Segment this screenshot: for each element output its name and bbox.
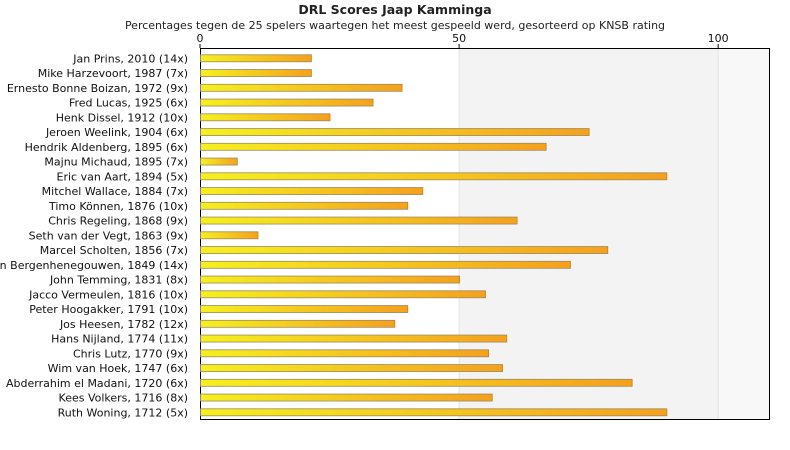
category-label: Mike Harzevoort, 1987 (7x) xyxy=(38,67,188,80)
bar xyxy=(200,113,331,122)
category-label: Abderrahim el Madani, 1720 (6x) xyxy=(6,377,188,390)
bar xyxy=(200,305,409,313)
x-tick-label: 50 xyxy=(452,32,466,45)
band-50-100 xyxy=(459,48,719,420)
x-axis-ticks: 0 50 100 xyxy=(197,32,729,48)
category-label: Jeroen Weelink, 1904 (6x) xyxy=(45,126,188,139)
bar xyxy=(200,378,633,387)
chart-subtitle: Percentages tegen de 25 spelers waartege… xyxy=(124,19,666,32)
bar xyxy=(200,364,504,372)
category-label: Kees Volkers, 1716 (8x) xyxy=(59,392,188,405)
bar xyxy=(200,260,571,269)
bar xyxy=(200,231,259,240)
bar xyxy=(200,201,409,210)
bar xyxy=(200,349,490,358)
category-label: Henk Dissel, 1912 (10x) xyxy=(56,111,188,124)
category-label: Jos Heesen, 1782 (12x) xyxy=(59,318,188,331)
category-label: Jacco Vermeulen, 1816 (10x) xyxy=(28,288,188,301)
chart-title: DRL Scores Jaap Kamminga xyxy=(298,2,492,17)
category-label: Chris Regeling, 1868 (9x) xyxy=(48,215,188,228)
bar xyxy=(200,393,493,402)
bar xyxy=(200,187,424,195)
bar xyxy=(200,98,374,107)
category-label: Timo Können, 1876 (10x) xyxy=(48,200,188,213)
bar-series xyxy=(200,54,668,417)
category-label: Ernesto Bonne Boizan, 1972 (9x) xyxy=(7,82,188,95)
bar xyxy=(200,216,518,225)
category-label: Hans Nijland, 1774 (11x) xyxy=(51,333,188,346)
category-label: Wim van Hoek, 1747 (6x) xyxy=(48,362,188,375)
x-tick-label: 100 xyxy=(708,32,729,45)
category-label: Marcel Scholten, 1856 (7x) xyxy=(40,244,188,257)
category-label: Peter Hoogakker, 1791 (10x) xyxy=(29,303,188,316)
category-label: Hendrik Aldenberg, 1895 (6x) xyxy=(25,141,188,154)
bar xyxy=(200,275,460,284)
bar xyxy=(200,54,312,63)
bar xyxy=(200,408,668,417)
x-tick-label: 0 xyxy=(197,32,204,45)
bar xyxy=(200,157,238,166)
bar xyxy=(200,128,590,136)
plot-background xyxy=(200,48,770,420)
category-label: Majnu Michaud, 1895 (7x) xyxy=(44,156,188,169)
category-label: Seth van der Vegt, 1863 (9x) xyxy=(29,229,188,242)
bar xyxy=(200,142,547,151)
category-label: Fred Lucas, 1925 (6x) xyxy=(69,97,188,110)
category-label: Chris Lutz, 1770 (9x) xyxy=(73,347,188,360)
bar xyxy=(200,290,486,299)
category-label: Mitchel Wallace, 1884 (7x) xyxy=(42,185,188,198)
category-label: John Temming, 1831 (8x) xyxy=(49,274,188,287)
bar xyxy=(200,334,508,343)
category-labels: Jan Prins, 2010 (14x) Mike Harzevoort, 19… xyxy=(0,52,188,419)
bar xyxy=(200,246,609,254)
category-label: Eric van Aart, 1894 (5x) xyxy=(57,170,188,183)
category-label: Ruth Woning, 1712 (5x) xyxy=(58,406,188,419)
category-label: Johan van Bergenhenegouwen, 1849 (14x) xyxy=(0,259,188,272)
bar xyxy=(200,319,396,328)
band-100-plus xyxy=(718,48,770,420)
bar xyxy=(200,172,668,181)
category-label: Jan Prins, 2010 (14x) xyxy=(72,52,188,65)
bar xyxy=(200,83,403,92)
bar xyxy=(200,69,312,77)
